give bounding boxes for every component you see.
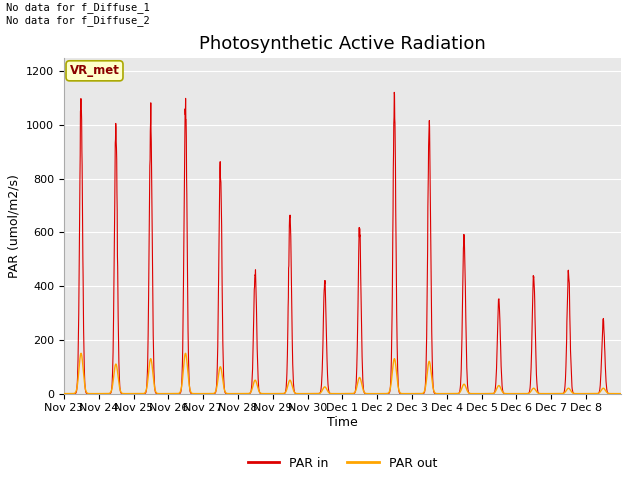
Y-axis label: PAR (umol/m2/s): PAR (umol/m2/s) <box>8 174 20 277</box>
Title: Photosynthetic Active Radiation: Photosynthetic Active Radiation <box>199 35 486 53</box>
Text: No data for f_Diffuse_1
No data for f_Diffuse_2: No data for f_Diffuse_1 No data for f_Di… <box>6 2 150 26</box>
Legend: PAR in, PAR out: PAR in, PAR out <box>243 452 442 475</box>
X-axis label: Time: Time <box>327 416 358 429</box>
Text: VR_met: VR_met <box>70 64 120 77</box>
